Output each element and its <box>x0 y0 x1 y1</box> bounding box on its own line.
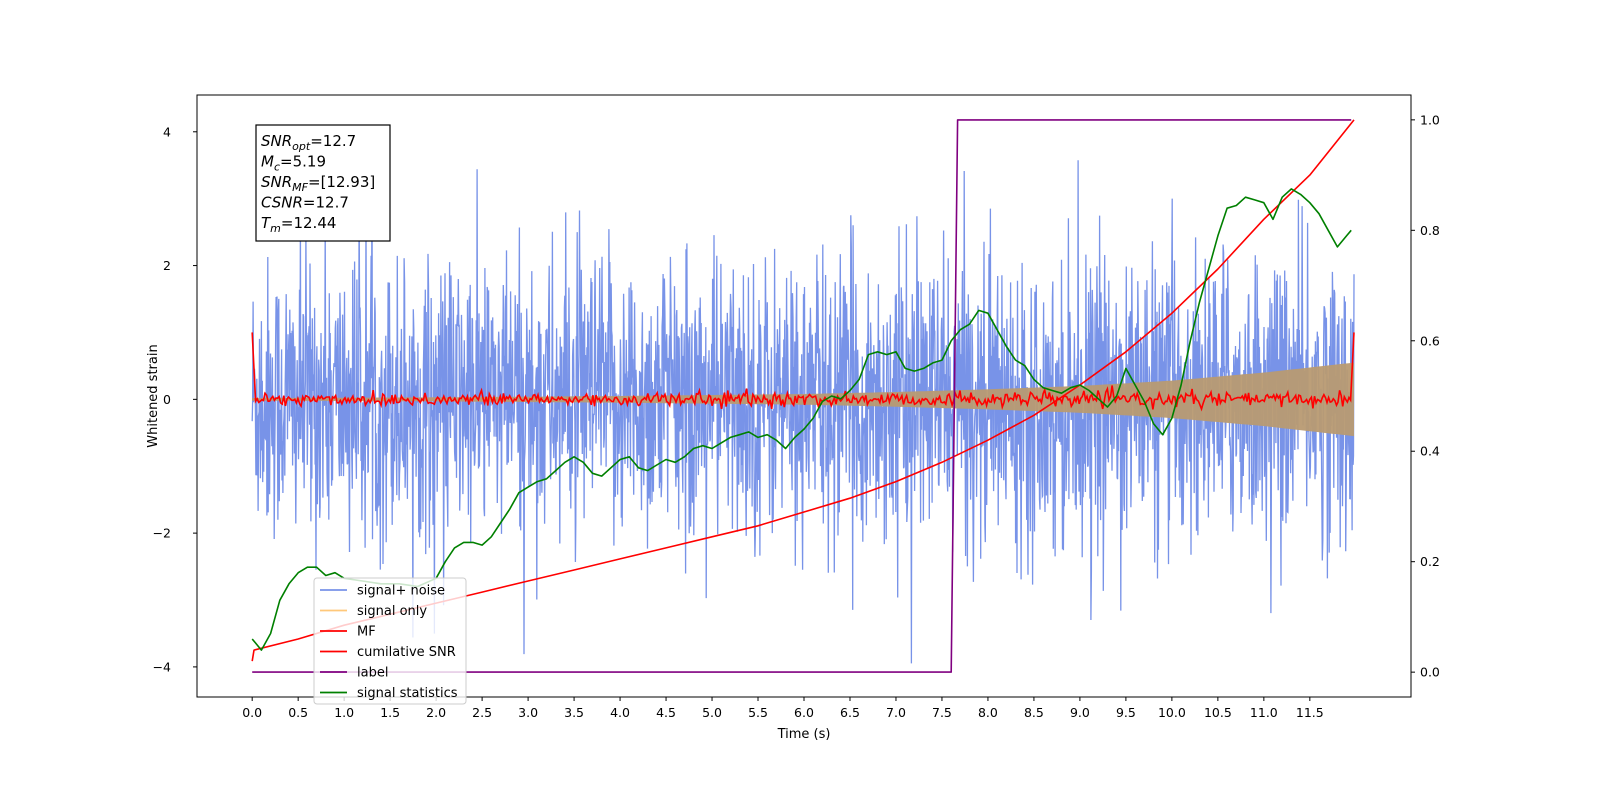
x-tick-label: 8.0 <box>978 705 998 720</box>
series-label <box>252 119 1352 673</box>
x-tick-label: 11.5 <box>1296 705 1324 720</box>
x-tick-label: 0.5 <box>288 705 308 720</box>
x-tick-label: 10.5 <box>1204 705 1232 720</box>
series-signal-statistics <box>251 188 1352 651</box>
y2-tick-label: 1.0 <box>1420 112 1440 127</box>
x-tick-label: 7.0 <box>886 705 906 720</box>
x-tick-label: 1.0 <box>334 705 354 720</box>
x-tick-label: 2.5 <box>472 705 492 720</box>
legend-label: signal only <box>357 604 427 619</box>
y-tick-label: 2 <box>163 258 171 273</box>
y2-tick-label: 0.6 <box>1420 333 1440 348</box>
y-tick-label: −4 <box>153 659 171 674</box>
y-tick-label: 0 <box>163 392 171 407</box>
y2-tick-label: 0.4 <box>1420 444 1440 459</box>
x-tick-label: 9.0 <box>1070 705 1090 720</box>
y-tick-label: −2 <box>153 526 171 541</box>
x-tick-label: 1.5 <box>380 705 400 720</box>
legend-label: signal statistics <box>357 686 458 701</box>
x-tick-label: 0.0 <box>242 705 262 720</box>
info-line: SNRopt=12.7 <box>261 132 356 153</box>
x-tick-label: 9.5 <box>1116 705 1136 720</box>
legend-frame <box>313 577 467 705</box>
info-line: Mc=5.19 <box>261 153 326 174</box>
y2-tick-label: 0.2 <box>1420 554 1440 569</box>
series-signal-noise <box>251 131 1355 664</box>
x-tick-label: 3.5 <box>564 705 584 720</box>
y-axis-label: Whitened strain <box>146 344 161 447</box>
y2-tick-label: 0.0 <box>1420 665 1440 680</box>
x-tick-label: 6.5 <box>840 705 860 720</box>
legend-label: MF <box>357 625 376 640</box>
info-line: SNRMF=[12.93] <box>261 173 375 194</box>
info-line: Tm=12.44 <box>261 214 336 235</box>
x-tick-label: 6.0 <box>794 705 814 720</box>
y2-tick-label: 0.8 <box>1420 223 1440 238</box>
x-tick-label: 2.0 <box>426 705 446 720</box>
x-tick-label: 3.0 <box>518 705 538 720</box>
x-tick-label: 4.5 <box>656 705 676 720</box>
legend-label: signal+ noise <box>357 584 445 599</box>
x-tick-label: 11.0 <box>1250 705 1278 720</box>
info-box-frame <box>255 124 391 242</box>
series-mf <box>251 332 1355 412</box>
x-tick-label: 10.0 <box>1158 705 1186 720</box>
x-tick-label: 5.0 <box>702 705 722 720</box>
x-axis-label: Time (s) <box>777 727 831 742</box>
legend-label: label <box>357 666 388 681</box>
y-tick-label: 4 <box>163 124 171 139</box>
legend-label: cumilative SNR <box>357 645 456 660</box>
info-line: CSNR=12.7 <box>261 194 349 212</box>
info-box: SNRopt=12.7Mc=5.19SNRMF=[12.93]CSNR=12.7… <box>255 124 391 242</box>
x-tick-label: 4.0 <box>610 705 630 720</box>
legend: signal+ noise signal only MF cumilative SNR… <box>313 577 467 705</box>
x-tick-label: 7.5 <box>932 705 952 720</box>
x-tick-label: 8.5 <box>1024 705 1044 720</box>
tick-layer: 0.0 0.5 1.0 1.5 2.0 2.5 3.0 3.5 4.0 4.5 5.0 5.5 6.0 6… <box>153 112 1440 720</box>
x-tick-label: 5.5 <box>748 705 768 720</box>
